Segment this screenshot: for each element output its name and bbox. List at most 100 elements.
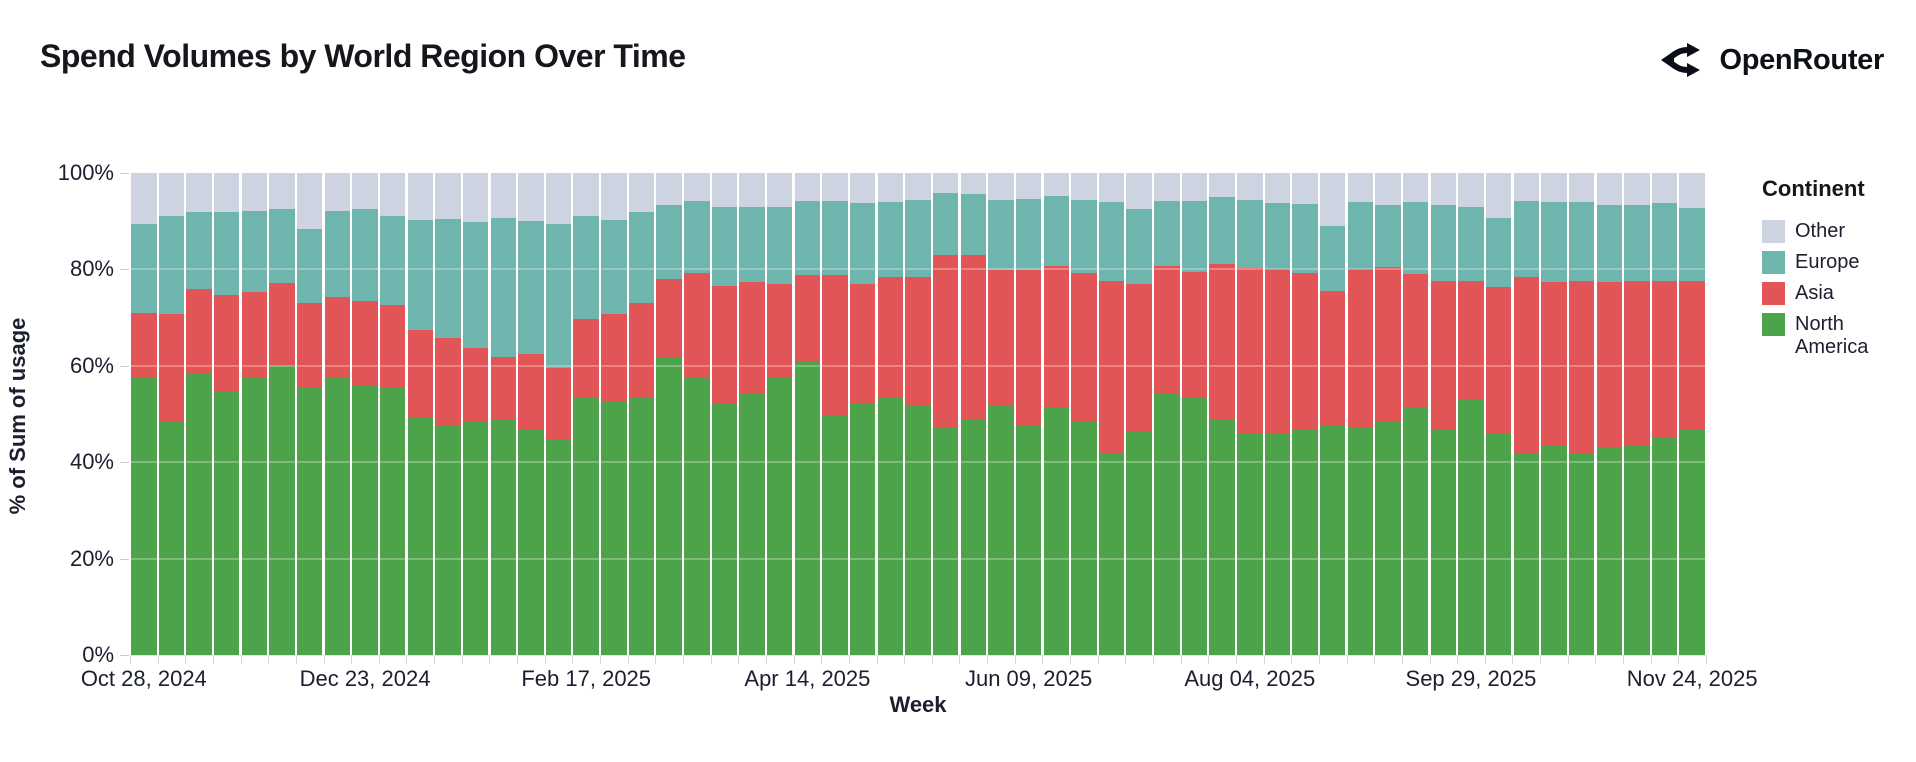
segment-asia[interactable] <box>1485 287 1512 433</box>
segment-other[interactable] <box>822 173 848 202</box>
segment-europe[interactable] <box>296 229 323 304</box>
segment-europe[interactable] <box>407 220 434 330</box>
segment-europe[interactable] <box>1402 202 1429 275</box>
segment-other[interactable] <box>601 173 627 220</box>
bar-week[interactable] <box>241 173 268 655</box>
segment-asia[interactable] <box>1209 264 1235 420</box>
segment-asia[interactable] <box>435 337 461 425</box>
bar-week[interactable] <box>462 173 489 655</box>
segment-asia[interactable] <box>932 254 959 427</box>
segment-north-america[interactable] <box>1651 437 1678 655</box>
segment-other[interactable] <box>1292 173 1318 205</box>
segment-europe[interactable] <box>1679 208 1705 282</box>
segment-other[interactable] <box>960 173 986 195</box>
segment-europe[interactable] <box>1651 202 1678 282</box>
legend-item-north-america[interactable]: North America <box>1762 313 1912 359</box>
segment-asia[interactable] <box>352 300 378 386</box>
segment-north-america[interactable] <box>324 377 351 655</box>
segment-other[interactable] <box>324 173 351 211</box>
segment-north-america[interactable] <box>490 419 516 655</box>
bar-week[interactable] <box>1320 173 1346 655</box>
segment-north-america[interactable] <box>794 360 821 655</box>
segment-north-america[interactable] <box>601 401 627 655</box>
segment-europe[interactable] <box>1485 218 1512 288</box>
segment-europe[interactable] <box>462 221 489 348</box>
segment-other[interactable] <box>1071 173 1097 200</box>
segment-other[interactable] <box>932 173 959 194</box>
bar-week[interactable] <box>628 173 655 655</box>
segment-north-america[interactable] <box>1071 420 1097 655</box>
bar-week[interactable] <box>1015 173 1042 655</box>
segment-other[interactable] <box>186 173 212 212</box>
segment-asia[interactable] <box>545 367 572 440</box>
segment-asia[interactable] <box>739 282 765 393</box>
segment-other[interactable] <box>1568 173 1595 203</box>
bar-week[interactable] <box>1154 173 1180 655</box>
segment-north-america[interactable] <box>1237 432 1263 655</box>
segment-asia[interactable] <box>684 273 710 378</box>
segment-europe[interactable] <box>269 209 295 283</box>
segment-asia[interactable] <box>186 288 212 374</box>
segment-europe[interactable] <box>241 210 268 293</box>
segment-asia[interactable] <box>988 269 1014 406</box>
segment-north-america[interactable] <box>1126 431 1152 655</box>
segment-asia[interactable] <box>656 279 682 359</box>
segment-other[interactable] <box>1651 173 1678 203</box>
segment-north-america[interactable] <box>822 415 848 655</box>
segment-other[interactable] <box>545 173 572 224</box>
segment-other[interactable] <box>1458 173 1484 207</box>
bar-week[interactable] <box>1071 173 1097 655</box>
segment-north-america[interactable] <box>877 397 904 655</box>
segment-asia[interactable] <box>158 313 185 423</box>
segment-europe[interactable] <box>849 203 876 284</box>
segment-north-america[interactable] <box>407 417 434 655</box>
segment-north-america[interactable] <box>352 385 378 655</box>
bar-week[interactable] <box>158 173 185 655</box>
bar-week[interactable] <box>545 173 572 655</box>
segment-other[interactable] <box>1209 173 1235 198</box>
segment-other[interactable] <box>379 173 406 217</box>
segment-other[interactable] <box>214 173 240 212</box>
segment-europe[interactable] <box>988 199 1014 270</box>
segment-north-america[interactable] <box>932 426 959 655</box>
segment-other[interactable] <box>656 173 682 205</box>
bar-week[interactable] <box>1596 173 1622 655</box>
bar-week[interactable] <box>684 173 710 655</box>
bar-week[interactable] <box>1098 173 1125 655</box>
segment-other[interactable] <box>131 173 157 224</box>
bar-week[interactable] <box>932 173 959 655</box>
segment-other[interactable] <box>407 173 434 221</box>
bar-week[interactable] <box>1402 173 1429 655</box>
segment-other[interactable] <box>628 173 655 212</box>
segment-asia[interactable] <box>1347 269 1374 429</box>
segment-asia[interactable] <box>1458 281 1484 400</box>
segment-asia[interactable] <box>518 354 544 431</box>
segment-other[interactable] <box>1430 173 1457 205</box>
bar-week[interactable] <box>739 173 765 655</box>
segment-north-america[interactable] <box>379 387 406 655</box>
segment-other[interactable] <box>296 173 323 230</box>
bar-week[interactable] <box>324 173 351 655</box>
bar-week[interactable] <box>601 173 627 655</box>
bar-week[interactable] <box>131 173 157 655</box>
segment-asia[interactable] <box>767 283 793 377</box>
segment-europe[interactable] <box>490 218 516 358</box>
segment-north-america[interactable] <box>988 405 1014 655</box>
bar-week[interactable] <box>849 173 876 655</box>
bar-week[interactable] <box>1624 173 1650 655</box>
segment-europe[interactable] <box>1237 199 1263 269</box>
segment-other[interactable] <box>269 173 295 210</box>
segment-europe[interactable] <box>628 211 655 303</box>
segment-asia[interactable] <box>1015 269 1042 426</box>
segment-europe[interactable] <box>601 219 627 314</box>
bar-week[interactable] <box>435 173 461 655</box>
bar-week[interactable] <box>1513 173 1539 655</box>
segment-asia[interactable] <box>379 305 406 388</box>
segment-other[interactable] <box>435 173 461 220</box>
segment-asia[interactable] <box>1292 272 1318 430</box>
bar-week[interactable] <box>1126 173 1152 655</box>
segment-other[interactable] <box>1154 173 1180 202</box>
segment-asia[interactable] <box>269 282 295 366</box>
bar-week[interactable] <box>1541 173 1567 655</box>
segment-other[interactable] <box>1098 173 1125 203</box>
